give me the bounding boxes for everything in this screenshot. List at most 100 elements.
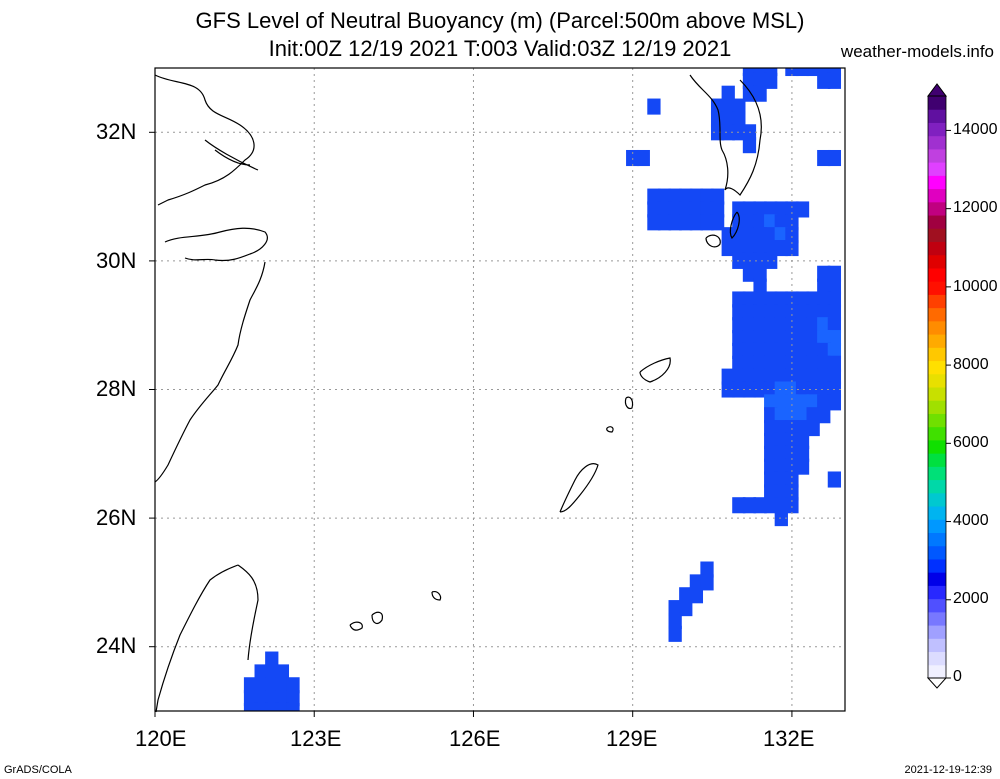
field-cell bbox=[732, 317, 746, 334]
field-cell bbox=[657, 188, 672, 205]
field-cell bbox=[764, 471, 778, 488]
field-cell bbox=[827, 304, 842, 321]
colorbar-segment bbox=[928, 426, 946, 441]
field-cell bbox=[753, 265, 767, 282]
colorbar-segment bbox=[928, 188, 946, 203]
field-cell bbox=[689, 201, 704, 218]
field-cell bbox=[774, 432, 788, 449]
field-cell bbox=[817, 291, 831, 308]
field-cell bbox=[753, 304, 767, 321]
field-cell bbox=[817, 407, 831, 424]
field-cell bbox=[243, 690, 258, 707]
field-cell bbox=[764, 330, 778, 347]
field-cell bbox=[254, 702, 268, 711]
field-cell bbox=[679, 587, 693, 604]
field-cell bbox=[764, 291, 778, 308]
field-cell bbox=[764, 201, 778, 218]
field-cell bbox=[827, 265, 842, 282]
field-cell bbox=[286, 690, 300, 707]
field-cell bbox=[647, 188, 661, 205]
field-cell bbox=[668, 214, 682, 231]
field-cell bbox=[647, 214, 661, 231]
field-cell bbox=[774, 458, 788, 475]
field-cell bbox=[721, 85, 735, 102]
field-cell bbox=[817, 394, 831, 411]
field-cell bbox=[764, 355, 778, 372]
field-cell bbox=[721, 111, 735, 128]
field-cell bbox=[795, 445, 810, 462]
field-cell bbox=[742, 137, 757, 154]
field-cell bbox=[806, 420, 820, 437]
field-cell bbox=[785, 497, 799, 514]
field-cell bbox=[817, 381, 831, 398]
field-cell bbox=[753, 278, 767, 295]
field-cell bbox=[785, 471, 799, 488]
field-cell bbox=[764, 407, 778, 424]
field-cell bbox=[710, 214, 725, 231]
kyushu bbox=[689, 74, 762, 196]
field-cell bbox=[753, 368, 767, 385]
colorbar-segment bbox=[928, 558, 946, 573]
colorbar-segment bbox=[928, 254, 946, 269]
colorbar-segment bbox=[928, 373, 946, 388]
field-cell bbox=[774, 368, 788, 385]
field-cell bbox=[710, 124, 725, 141]
field-cell bbox=[795, 432, 810, 449]
field-cell bbox=[764, 458, 778, 475]
field-cell bbox=[753, 85, 767, 102]
okinoerabu bbox=[606, 426, 614, 433]
colorbar-segment bbox=[928, 175, 946, 190]
field-cell bbox=[774, 471, 788, 488]
field-cell bbox=[764, 381, 778, 398]
field-cell bbox=[774, 445, 788, 462]
field-cell bbox=[668, 201, 682, 218]
colorbar-segment bbox=[928, 664, 946, 679]
field-cell bbox=[764, 484, 778, 501]
field-cell bbox=[753, 342, 767, 359]
field-cell bbox=[774, 394, 788, 411]
field-cell bbox=[243, 702, 258, 711]
field-cell bbox=[668, 188, 682, 205]
field-cell bbox=[742, 265, 757, 282]
field-cell bbox=[742, 214, 757, 231]
field-cell bbox=[795, 342, 810, 359]
field-cell bbox=[265, 677, 279, 694]
field-cell bbox=[742, 291, 757, 308]
colorbar-segment bbox=[928, 148, 946, 163]
field-cell bbox=[774, 214, 788, 231]
field-cell bbox=[774, 304, 788, 321]
colorbar-segment bbox=[928, 585, 946, 600]
lon-label-120e: 120E bbox=[135, 726, 187, 751]
field-cell bbox=[774, 510, 788, 527]
field-cell bbox=[806, 304, 820, 321]
field-cell bbox=[817, 330, 831, 347]
colorbar-segment bbox=[928, 228, 946, 242]
field-cell bbox=[785, 291, 799, 308]
field-cell bbox=[764, 240, 778, 257]
field-cell bbox=[764, 72, 778, 89]
field-cell bbox=[764, 445, 778, 462]
field-cell bbox=[721, 124, 735, 141]
field-cell bbox=[827, 330, 842, 347]
field-cell bbox=[764, 252, 778, 269]
yangtze-estuary bbox=[204, 139, 259, 171]
field-cell bbox=[806, 407, 820, 424]
field-cell bbox=[774, 227, 788, 244]
site-credit[interactable]: weather-models.info bbox=[840, 42, 994, 61]
colorbar-segment bbox=[928, 162, 946, 176]
field-cell bbox=[742, 240, 757, 257]
field-cell bbox=[753, 201, 767, 218]
field-cell bbox=[764, 342, 778, 359]
colorbar-segment bbox=[928, 135, 946, 150]
field-cell bbox=[764, 368, 778, 385]
field-cell bbox=[689, 587, 704, 604]
field-cell bbox=[817, 342, 831, 359]
field-cell bbox=[827, 342, 842, 359]
field-cell bbox=[785, 227, 799, 244]
field-cell bbox=[817, 278, 831, 295]
field-cell bbox=[668, 600, 682, 617]
field-cell bbox=[785, 407, 799, 424]
lat-label-26n: 26N bbox=[96, 505, 137, 530]
lon-label-126e: 126E bbox=[449, 726, 501, 751]
field-cell bbox=[774, 342, 788, 359]
